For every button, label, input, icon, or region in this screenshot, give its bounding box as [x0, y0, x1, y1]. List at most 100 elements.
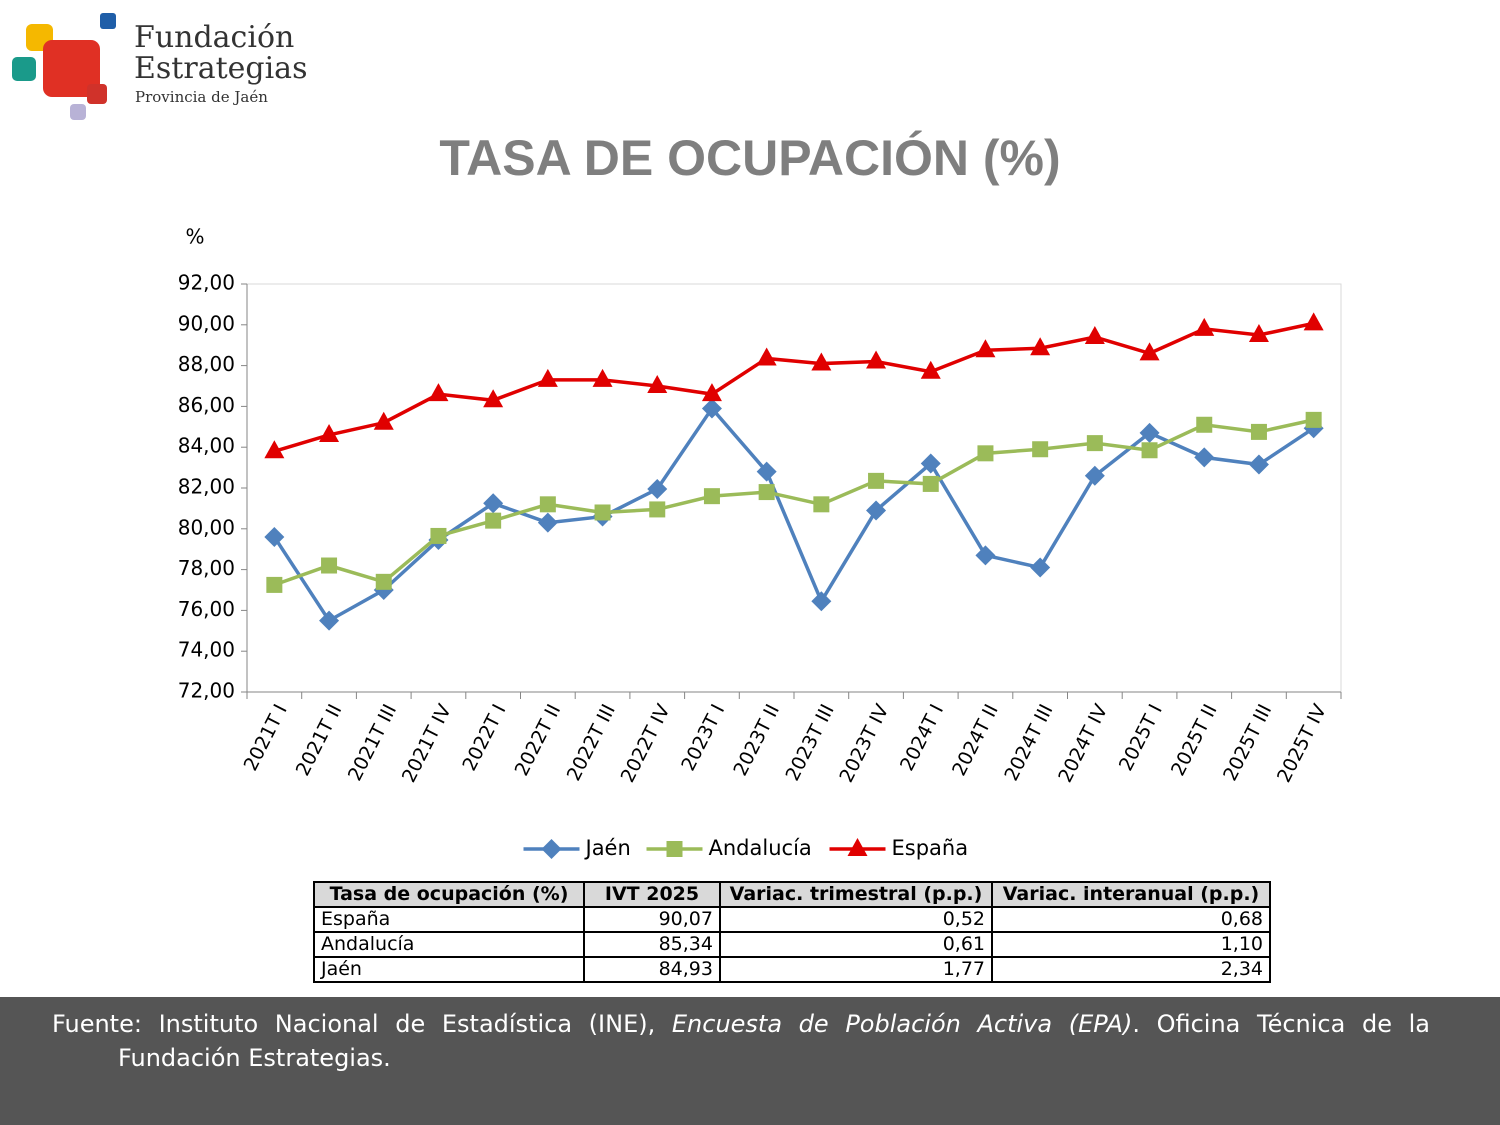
x-tick-label: 2022T II: [511, 701, 566, 780]
marker: [266, 576, 283, 593]
logo-square: [70, 104, 86, 120]
marker: [319, 423, 340, 442]
table-cell: 2,34: [991, 956, 1271, 983]
marker: [975, 339, 996, 358]
x-tick-label: 2023T I: [677, 701, 729, 775]
marker: [1030, 337, 1051, 356]
marker: [375, 573, 392, 590]
x-tick-label: 2023T III: [782, 701, 839, 785]
footer: Fuente: Instituto Nacional de Estadístic…: [0, 997, 1500, 1125]
logo-square: [12, 57, 36, 81]
table-row: Jaén 84,93 1,77 2,34: [313, 956, 1271, 983]
y-tick-label: 86,00: [178, 393, 235, 417]
marker: [483, 493, 504, 514]
x-tick-label: 2023T II: [729, 701, 784, 780]
marker: [592, 368, 613, 387]
y-tick-label: 90,00: [178, 311, 235, 335]
marker: [647, 375, 668, 393]
x-tick-label: 2024T III: [1000, 701, 1057, 785]
marker: [756, 461, 777, 482]
x-tick-label: 2022T I: [458, 701, 510, 775]
x-tick-label: 2025T III: [1219, 701, 1276, 785]
marker: [1248, 324, 1269, 342]
marker: [1303, 312, 1324, 331]
table-cell: Andalucía: [313, 931, 585, 958]
marker: [813, 496, 830, 513]
x-tick-label: 2024T II: [948, 701, 1003, 780]
marker: [1139, 422, 1160, 443]
marker: [537, 368, 558, 387]
x-tick-label: 2021T IV: [398, 701, 456, 786]
footer-text: Fuente: Instituto Nacional de Estadístic…: [52, 1010, 672, 1038]
x-tick-label: 2025T II: [1167, 701, 1222, 780]
table-cell: 0,68: [991, 906, 1271, 933]
x-tick-label: 2021T I: [240, 701, 292, 775]
x-tick-label: 2022T III: [563, 701, 620, 785]
legend-label: España: [892, 836, 969, 860]
x-tick-label: 2022T IV: [617, 701, 675, 786]
marker: [373, 411, 394, 430]
x-tick-label: 2021T II: [292, 701, 347, 780]
table-header: Tasa de ocupación (%) IVT 2025 Variac. tri…: [313, 881, 1271, 908]
marker: [1250, 423, 1267, 440]
marker: [811, 591, 832, 612]
marker: [321, 557, 338, 574]
marker: [264, 526, 285, 547]
marker: [1194, 317, 1215, 336]
marker: [1194, 447, 1215, 468]
marker: [1196, 416, 1213, 433]
marker: [866, 350, 887, 369]
x-tick-label: 2023T IV: [835, 701, 893, 786]
marker: [483, 389, 504, 408]
legend-label: Jaén: [584, 836, 631, 860]
marker: [539, 496, 556, 513]
marker: [1084, 465, 1105, 486]
y-tick-label: 72,00: [178, 679, 235, 703]
marker: [1084, 326, 1105, 345]
marker: [264, 440, 285, 459]
table-cell: 90,07: [583, 906, 721, 933]
legend-label: Andalucía: [709, 836, 812, 860]
marker: [319, 610, 340, 631]
table-row: España 90,07 0,52 0,68: [313, 906, 1271, 933]
table-header-cell: Variac. trimestral (p.p.): [719, 881, 993, 908]
marker: [485, 512, 502, 529]
marker: [647, 479, 668, 500]
table-header-cell: Tasa de ocupación (%): [313, 881, 585, 908]
marker: [703, 488, 720, 505]
x-tick-label: 2025T I: [1115, 701, 1167, 775]
marker: [920, 360, 941, 379]
logo-text: Estrategias: [134, 51, 307, 86]
y-tick-label: 74,00: [178, 638, 235, 662]
table-cell: 84,93: [583, 956, 721, 983]
table-cell: Jaén: [313, 956, 585, 983]
marker: [811, 352, 832, 371]
logo-text: Fundación: [134, 20, 294, 55]
summary-table: Tasa de ocupación (%) IVT 2025 Variac. tri…: [313, 881, 1271, 983]
chart: Fundación Estrategias Provincia de Jaén …: [12, 13, 1342, 860]
marker: [922, 475, 939, 492]
table-header-cell: IVT 2025: [583, 881, 721, 908]
plot-area: [246, 283, 1342, 693]
x-tick-label: 2021T III: [344, 701, 401, 785]
logo-subtext: Provincia de Jaén: [135, 88, 268, 106]
marker: [541, 839, 562, 859]
marker: [920, 453, 941, 474]
marker: [847, 838, 868, 856]
y-tick-label: 76,00: [178, 597, 235, 621]
table-cell: 0,61: [719, 931, 993, 958]
y-tick-label: 80,00: [178, 515, 235, 539]
series-line: [273, 418, 1315, 587]
logo-square: [43, 40, 100, 97]
marker: [701, 398, 722, 419]
marker: [1086, 435, 1103, 452]
table-cell: 85,34: [583, 931, 721, 958]
marker: [594, 504, 611, 521]
marker: [758, 484, 775, 501]
x-tick-label: 2025T IV: [1273, 701, 1331, 786]
marker: [868, 472, 885, 489]
series-line: [272, 405, 1315, 623]
marker: [866, 500, 887, 521]
table-cell: 0,52: [719, 906, 993, 933]
